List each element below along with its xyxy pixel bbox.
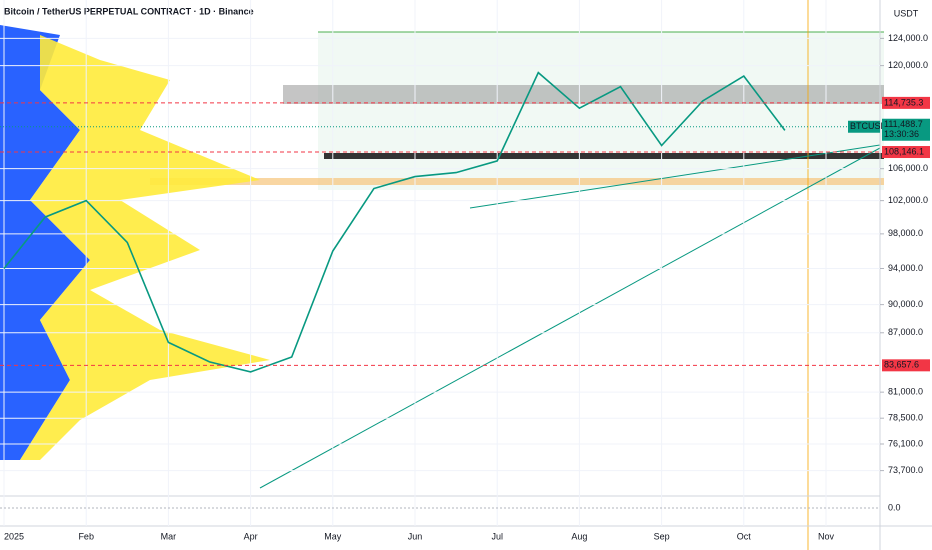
support-zone [324, 153, 884, 159]
x-tick-label: Mar [161, 531, 177, 541]
x-tick-label: Apr [244, 531, 258, 541]
price-tag [882, 118, 930, 141]
level-tag [882, 359, 930, 372]
series-name: BTCUSDT.P [850, 121, 900, 131]
y-tick-label: 78,500.0 [888, 413, 923, 423]
volume-profile [20, 35, 270, 460]
y-tick-label: 102,000.0 [888, 195, 928, 205]
y-tick-label: 81,000.0 [888, 387, 923, 397]
y-tick-label: 106,000.0 [888, 163, 928, 173]
trend-line [469, 144, 881, 209]
x-tick-label: Jun [408, 531, 423, 541]
x-tick-label: Nov [818, 531, 835, 541]
x-tick-label: Feb [78, 531, 94, 541]
axis-unit: USDT [894, 8, 919, 18]
demand-zone [150, 178, 884, 185]
x-tick-label: May [324, 531, 342, 541]
trend-line [259, 147, 881, 489]
x-tick-label: Sep [654, 531, 670, 541]
y-tick-label: 124,000.0 [888, 33, 928, 43]
level-tag [882, 96, 930, 109]
chart-title: Bitcoin / TetherUS PERPETUAL CONTRACT · … [4, 6, 254, 16]
range-zone [318, 32, 884, 190]
price-line [3, 71, 786, 373]
y-tick-label: 90,000.0 [888, 299, 923, 309]
y-tick-label: 73,700.0 [888, 465, 923, 475]
volume-profile [0, 25, 90, 460]
level-label: 114,735.3 [884, 97, 923, 107]
y-tick-label: 120,000.0 [888, 60, 928, 70]
x-tick-label: Aug [571, 531, 587, 541]
x-tick-label: 2025 [4, 531, 24, 541]
resistance-zone [283, 85, 884, 104]
y-tick-label: 87,000.0 [888, 327, 923, 337]
y-tick-label: 76,100.0 [888, 438, 923, 448]
x-tick-label: Jul [491, 531, 503, 541]
x-tick-label: Oct [737, 531, 752, 541]
y-tick-label: 0.0 [888, 502, 901, 512]
level-label: 83,657.6 [884, 360, 919, 370]
countdown: 13:30:36 [884, 129, 919, 139]
level-tag [882, 146, 930, 159]
last-price-label: 111,488.7 [884, 119, 923, 129]
y-tick-label: 94,000.0 [888, 263, 923, 273]
series-tag [848, 120, 880, 133]
level-label: 108,146.1 [884, 146, 924, 156]
y-tick-label: 98,000.0 [888, 228, 923, 238]
